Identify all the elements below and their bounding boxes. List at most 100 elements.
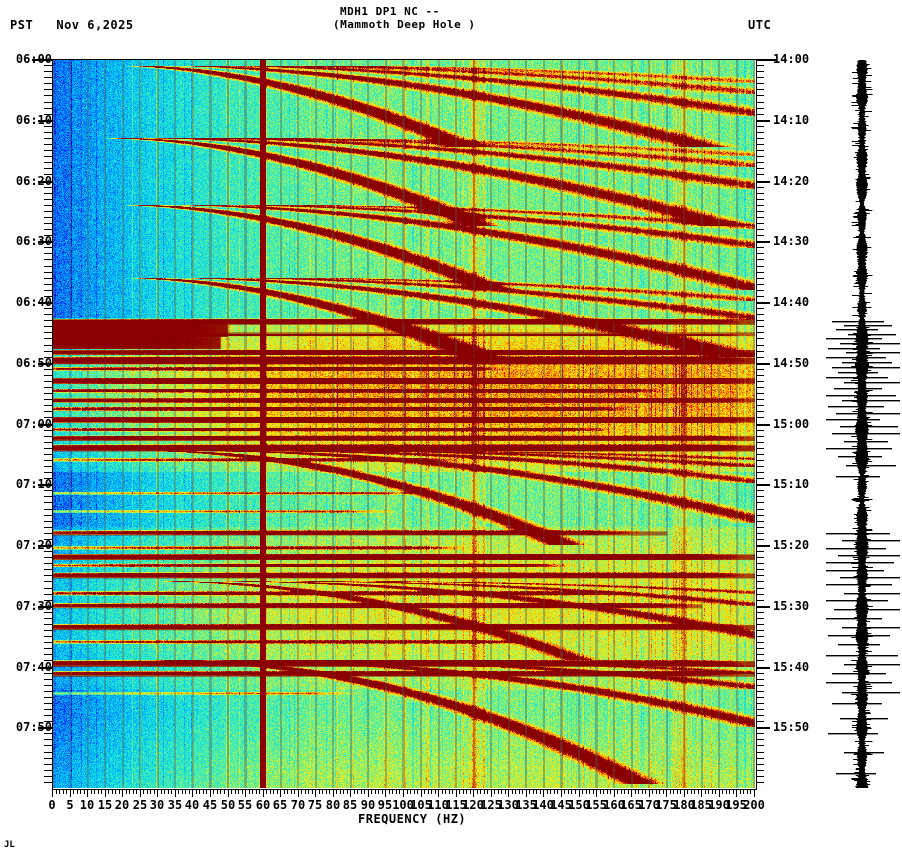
- axis-tick: [431, 789, 432, 794]
- frequency-tick-label: 65: [272, 798, 288, 812]
- axis-tick: [44, 284, 52, 285]
- axis-tick: [44, 217, 52, 218]
- axis-tick: [756, 272, 764, 273]
- axis-tick: [756, 563, 764, 564]
- axis-tick: [44, 399, 52, 400]
- axis-tick: [756, 369, 764, 370]
- axis-tick: [680, 789, 681, 794]
- axis-tick: [743, 789, 744, 794]
- axis-tick: [44, 411, 52, 412]
- axis-tick: [736, 789, 737, 797]
- axis-tick: [94, 789, 95, 794]
- axis-tick: [756, 71, 764, 72]
- axis-tick: [44, 345, 52, 346]
- axis-tick: [44, 430, 52, 431]
- axis-tick: [44, 776, 52, 777]
- axis-tick: [44, 102, 52, 103]
- axis-tick: [756, 83, 764, 84]
- axis-tick: [756, 114, 764, 115]
- time-tick-label-local: 06:10: [15, 113, 52, 127]
- axis-tick: [756, 636, 764, 637]
- axis-tick: [44, 132, 52, 133]
- frequency-tick-label: 160: [603, 798, 625, 812]
- axis-tick: [44, 375, 52, 376]
- axis-tick: [44, 721, 52, 722]
- axis-tick: [44, 557, 52, 558]
- axis-tick: [536, 789, 537, 794]
- axis-tick: [649, 789, 650, 797]
- axis-tick: [38, 120, 52, 122]
- axis-tick: [543, 789, 544, 797]
- spectrogram-plot[interactable]: [52, 59, 755, 788]
- frequency-tick-label: 120: [462, 798, 484, 812]
- axis-tick: [140, 789, 141, 797]
- axis-tick: [719, 789, 720, 797]
- axis-tick: [350, 789, 351, 797]
- axis-tick: [98, 789, 99, 794]
- frequency-tick-label: 165: [620, 798, 642, 812]
- axis-tick: [389, 789, 390, 794]
- axis-tick: [673, 789, 674, 794]
- axis-tick: [361, 789, 362, 794]
- axis-tick: [44, 266, 52, 267]
- axis-tick: [44, 630, 52, 631]
- axis-tick: [196, 789, 197, 794]
- axis-tick: [122, 789, 123, 797]
- axis-tick: [515, 789, 516, 794]
- waveform-canvas: [826, 60, 900, 788]
- axis-tick: [228, 789, 229, 797]
- frequency-tick-label: 130: [497, 798, 519, 812]
- axis-tick: [561, 789, 562, 797]
- axis-tick: [756, 436, 764, 437]
- axis-tick: [756, 739, 764, 740]
- axis-tick: [44, 272, 52, 273]
- corner-artifact-mark: JL: [4, 840, 15, 850]
- axis-tick: [756, 405, 764, 406]
- axis-tick: [44, 393, 52, 394]
- axis-tick: [291, 789, 292, 794]
- axis-tick: [463, 789, 464, 794]
- time-tick-label-local: 07:20: [15, 538, 52, 552]
- axis-tick: [756, 229, 764, 230]
- axis-tick: [756, 679, 764, 680]
- axis-tick: [44, 454, 52, 455]
- axis-tick: [756, 59, 776, 61]
- page-subtitle: (Mammoth Deep Hole ): [333, 18, 476, 31]
- axis-tick: [44, 527, 52, 528]
- axis-tick: [44, 697, 52, 698]
- axis-tick: [756, 138, 764, 139]
- axis-tick: [157, 789, 158, 797]
- axis-tick: [603, 789, 604, 794]
- axis-tick: [756, 247, 764, 248]
- axis-tick: [242, 789, 243, 794]
- frequency-tick-label: 45: [202, 798, 218, 812]
- axis-tick: [385, 789, 386, 797]
- time-tick-label-local: 06:50: [15, 356, 52, 370]
- axis-tick: [333, 789, 334, 797]
- axis-tick: [270, 789, 271, 794]
- time-tick-label-utc: 14:30: [773, 234, 810, 248]
- frequency-tick-label: 35: [167, 798, 183, 812]
- frequency-tick-label: 75: [307, 798, 323, 812]
- axis-tick: [445, 789, 446, 794]
- axis-tick: [756, 581, 764, 582]
- axis-tick: [756, 144, 764, 145]
- axis-tick: [756, 375, 764, 376]
- axis-tick: [44, 108, 52, 109]
- axis-tick: [44, 138, 52, 139]
- axis-tick: [756, 648, 764, 649]
- axis-tick: [44, 89, 52, 90]
- axis-tick: [175, 789, 176, 797]
- axis-tick: [756, 685, 764, 686]
- axis-tick: [378, 789, 379, 794]
- page-title: MDH1 DP1 NC --: [340, 5, 440, 18]
- axis-tick: [550, 789, 551, 794]
- axis-tick: [491, 789, 492, 797]
- axis-tick: [44, 308, 52, 309]
- frequency-axis-title: FREQUENCY (HZ): [358, 812, 467, 826]
- frequency-tick-label: 190: [708, 798, 730, 812]
- axis-tick: [235, 789, 236, 794]
- header-utc-timezone: UTC: [748, 18, 772, 32]
- axis-tick: [44, 521, 52, 522]
- axis-tick: [756, 502, 764, 503]
